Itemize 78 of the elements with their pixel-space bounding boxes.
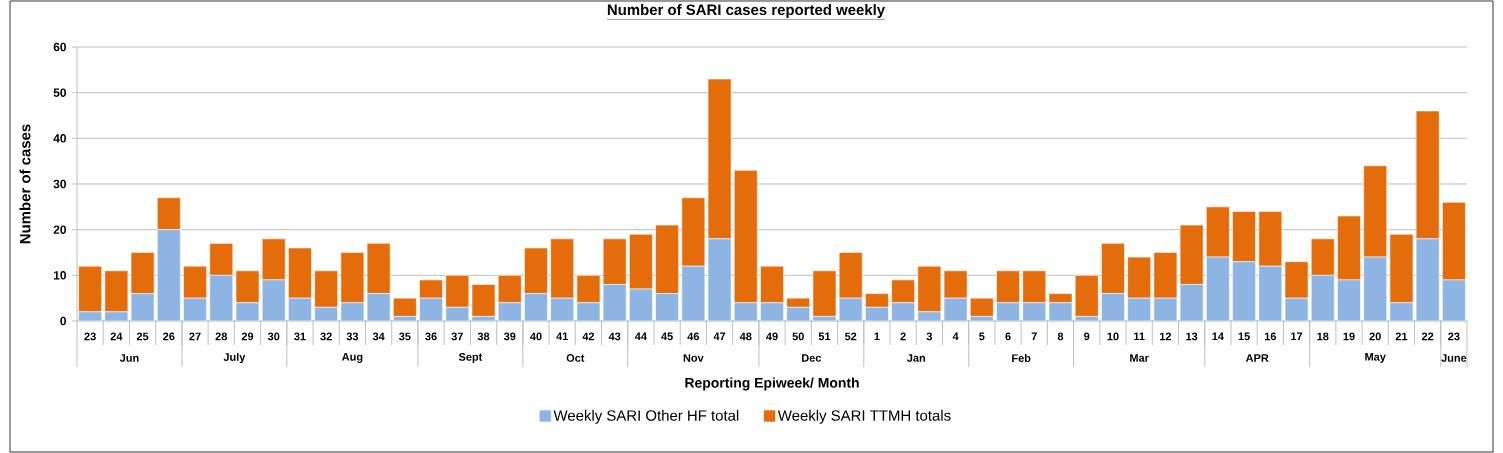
x-tick-label: 13 <box>1186 332 1198 341</box>
x-tick-label: 5 <box>979 332 985 341</box>
x-tick-label: 4 <box>952 332 959 341</box>
text: May <box>1365 353 1386 363</box>
x-tick-label: 48 <box>739 332 752 341</box>
text: Aug <box>342 353 363 363</box>
chart-title: Number of SARI cases reported weekly <box>607 4 886 18</box>
x-tick-label: 20 <box>1369 332 1381 341</box>
x-tick-label: 30 <box>267 332 280 341</box>
text: Nov <box>683 354 704 362</box>
y-tick-label: 10 <box>53 271 66 280</box>
x-tick-label: 2 <box>900 332 906 341</box>
y-axis-title: Number of cases <box>19 124 31 244</box>
x-tick-label: 27 <box>189 332 201 341</box>
text: APR <box>1245 354 1269 362</box>
x-tick-label: 8 <box>1057 332 1064 341</box>
text: June <box>1441 354 1467 362</box>
x-tick-label: 7 <box>1031 332 1037 341</box>
x-tick-label: 24 <box>110 332 123 341</box>
y-tick-label: 20 <box>53 225 66 234</box>
x-tick-label: 49 <box>766 332 778 341</box>
text: Mar <box>1130 354 1149 362</box>
x-tick-label: 19 <box>1343 332 1355 341</box>
x-tick-label: 43 <box>608 332 621 341</box>
x-tick-label: 3 <box>926 332 933 341</box>
x-tick-label: 42 <box>582 332 595 341</box>
x-tick-label: 11 <box>1134 332 1145 341</box>
x-tick-label: 12 <box>1160 332 1172 341</box>
x-tick-label: 38 <box>477 332 490 341</box>
text: Feb <box>1012 353 1031 363</box>
x-tick-label: 23 <box>84 332 96 341</box>
x-axis-title: Reporting Epiweek/ Month <box>685 377 859 391</box>
x-tick-label: 25 <box>136 332 149 341</box>
x-tick-label: 52 <box>844 332 857 341</box>
x-tick-label: 41 <box>556 332 568 341</box>
x-tick-label: 45 <box>661 332 673 341</box>
x-tick-label: 1 <box>874 332 880 341</box>
y-tick-label: 30 <box>53 179 66 189</box>
x-tick-label: 44 <box>634 332 647 341</box>
x-tick-label: 31 <box>294 332 306 341</box>
x-tick-label: 14 <box>1212 332 1224 341</box>
x-tick-label: 50 <box>792 332 804 341</box>
x-tick-label: 34 <box>372 332 385 341</box>
x-tick-label: 40 <box>530 332 542 341</box>
text: Jun <box>119 354 139 362</box>
legend-label: Weekly SARI Other HF total <box>553 409 739 424</box>
text: July <box>223 352 246 364</box>
x-tick-label: 32 <box>320 332 332 341</box>
x-tick-label: 23 <box>1448 332 1460 341</box>
legend-label: Weekly SARI TTMH totals <box>777 409 951 424</box>
x-tick-label: 22 <box>1421 332 1434 341</box>
y-tick-label: 60 <box>53 42 66 52</box>
x-tick-label: 16 <box>1264 332 1277 341</box>
text: Jan <box>906 354 926 362</box>
x-tick-label: 36 <box>425 332 437 341</box>
x-tick-label: 10 <box>1107 332 1119 341</box>
x-tick-label: 21 <box>1395 332 1408 341</box>
x-tick-label: 15 <box>1238 332 1250 341</box>
x-tick-label: 37 <box>451 332 463 341</box>
x-tick-label: 33 <box>346 332 359 341</box>
x-tick-label: 18 <box>1317 332 1329 341</box>
text: Oct <box>566 354 585 362</box>
x-tick-label: 29 <box>241 332 254 341</box>
y-tick-label: 50 <box>53 88 66 97</box>
text: Sept <box>458 353 483 363</box>
x-tick-label: 47 <box>713 332 726 341</box>
y-tick-label: 0 <box>60 316 67 326</box>
x-tick-label: 26 <box>163 332 175 341</box>
text: Dec <box>802 354 822 362</box>
x-tick-label: 6 <box>1005 332 1011 341</box>
x-tick-label: 51 <box>818 332 831 341</box>
x-tick-label: 39 <box>503 332 516 341</box>
y-tick-label: 40 <box>53 134 66 143</box>
x-tick-label: 28 <box>215 332 228 341</box>
x-tick-label: 35 <box>399 332 411 341</box>
x-tick-label: 9 <box>1084 332 1090 341</box>
x-tick-label: 46 <box>687 332 700 341</box>
x-tick-label: 17 <box>1291 332 1303 341</box>
